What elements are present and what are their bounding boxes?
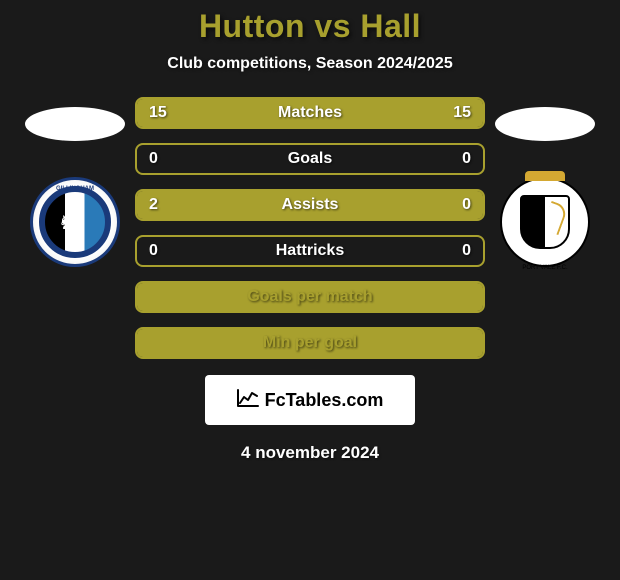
snapshot-date: 4 november 2024: [0, 443, 620, 463]
stat-label: Assists: [282, 196, 339, 214]
chart-icon: [237, 389, 259, 412]
stat-value-right: 0: [462, 242, 471, 260]
stat-value-left: 0: [149, 150, 158, 168]
stat-bar: 0 Goals 0: [135, 143, 485, 175]
stat-label: Min per goal: [263, 334, 357, 352]
silhouette-oval-icon: [495, 107, 595, 141]
gillingham-badge-icon: GILLINGHAM ♞: [30, 177, 120, 267]
badge-ribbon-text: PORT VALE F.C.: [522, 265, 567, 271]
stat-value-right: 15: [453, 104, 471, 122]
right-player-column: PORT VALE F.C.: [495, 97, 595, 267]
stat-fill-left: [137, 191, 414, 219]
stat-value-right: 0: [462, 196, 471, 214]
shield-icon: [520, 195, 570, 249]
stat-value-left: 2: [149, 196, 158, 214]
portvale-badge-icon: PORT VALE F.C.: [500, 177, 590, 267]
comparison-card: Hutton vs Hall Club competitions, Season…: [0, 0, 620, 463]
fctables-watermark: FcTables.com: [205, 375, 415, 425]
left-player-column: GILLINGHAM ♞: [25, 97, 125, 267]
stat-label: Hattricks: [276, 242, 344, 260]
stat-bar: 15 Matches 15: [135, 97, 485, 129]
silhouette-oval-icon: [25, 107, 125, 141]
stat-bar: 0 Hattricks 0: [135, 235, 485, 267]
stat-fill-right: [414, 191, 483, 219]
stats-column: 15 Matches 15 0 Goals 0 2 Assists 0 0 Hattricks 0 Go…: [135, 97, 485, 359]
stat-value-left: 0: [149, 242, 158, 260]
stat-label: Matches: [278, 104, 342, 122]
stat-bar: Min per goal: [135, 327, 485, 359]
horse-icon: ♞: [55, 210, 79, 234]
stat-label: Goals per match: [247, 288, 372, 306]
stat-value-right: 0: [462, 150, 471, 168]
stat-value-left: 15: [149, 104, 167, 122]
page-subtitle: Club competitions, Season 2024/2025: [0, 55, 620, 73]
badge-top-text: GILLINGHAM: [56, 186, 94, 192]
left-player-shoulders: [25, 107, 125, 157]
right-player-shoulders: [495, 107, 595, 157]
page-title: Hutton vs Hall: [0, 8, 620, 45]
stat-bar: 2 Assists 0: [135, 189, 485, 221]
main-row: GILLINGHAM ♞ 15 Matches 15 0 Goals 0 2 Assists 0…: [0, 97, 620, 359]
stat-label: Goals: [288, 150, 332, 168]
fctables-text: FcTables.com: [265, 390, 384, 411]
stat-bar: Goals per match: [135, 281, 485, 313]
